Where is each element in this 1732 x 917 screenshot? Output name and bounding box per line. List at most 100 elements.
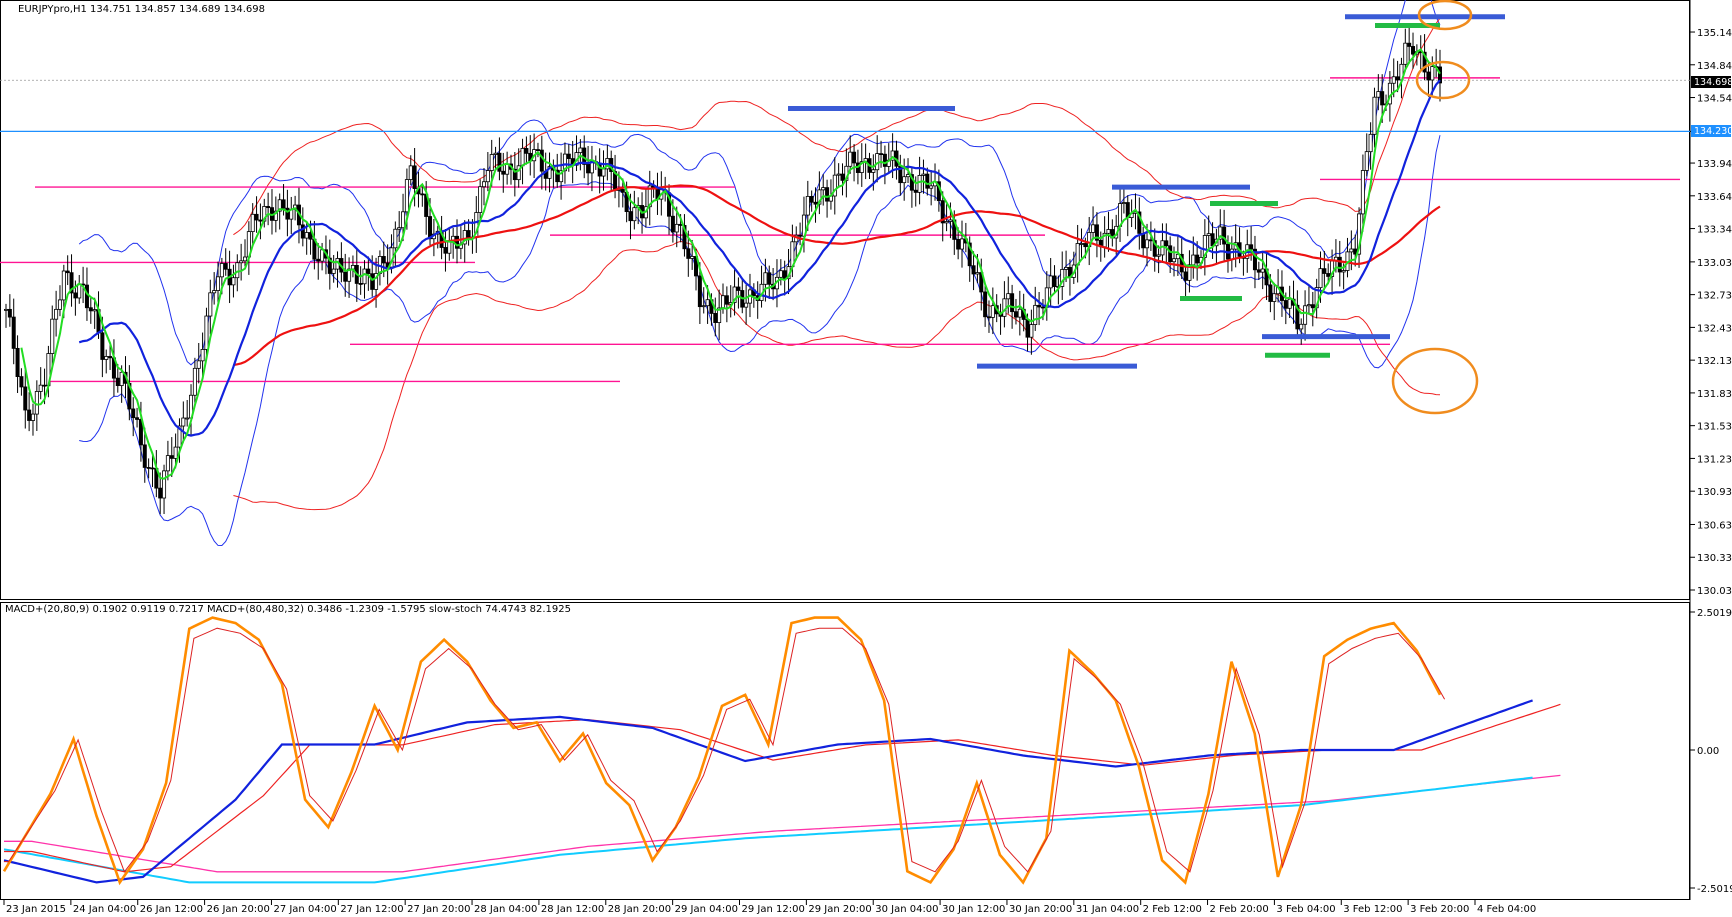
candle-body [697, 275, 702, 308]
price-tick-label: 132.435 [1697, 323, 1732, 334]
price-panel-header: EURJPYpro,H1 134.751 134.857 134.689 134… [18, 4, 265, 15]
candle-body [84, 284, 89, 309]
candle-body [1360, 170, 1365, 215]
candle-body [836, 173, 841, 176]
price-axis: 135.140 134.840 134.540 134.230 133.940 133.6… [1690, 28, 1732, 597]
candle-body [4, 308, 9, 311]
candle-body [73, 292, 78, 299]
candle-body [1183, 271, 1188, 281]
candle-body [219, 263, 224, 278]
candle-body [412, 165, 417, 189]
candle-body [925, 173, 930, 189]
candle-body [216, 276, 221, 291]
candle-body [1152, 240, 1157, 257]
candle-body [562, 153, 567, 172]
macd-slow-line [3, 776, 1533, 884]
candle-body [277, 199, 282, 212]
candle-body [1403, 42, 1408, 65]
candle-body [1310, 304, 1315, 309]
candle-body [1295, 304, 1300, 330]
candle-body [1391, 76, 1396, 84]
candle-body [1260, 268, 1265, 273]
candle-body [736, 286, 741, 291]
time-tick-label: 26 Jan 20:00 [207, 904, 270, 915]
candle-body [1299, 323, 1304, 330]
candle-body [169, 455, 174, 459]
candle-body [138, 419, 143, 446]
time-tick-label: 29 Jan 04:00 [675, 904, 738, 915]
candle-body [30, 413, 35, 421]
candle-body [983, 291, 988, 318]
hline-price-tag: 134.230 [1694, 126, 1732, 137]
candle-body [1438, 66, 1443, 84]
candle-body [539, 149, 544, 172]
price-panel-frame [0, 0, 1690, 600]
candle-body [273, 210, 278, 221]
candle-body [1430, 66, 1435, 81]
candle-body [366, 268, 371, 275]
candle-body [1249, 244, 1254, 250]
candle-body [1422, 51, 1427, 73]
candle-body [208, 292, 213, 317]
time-tick-label: 30 Jan 20:00 [1009, 904, 1072, 915]
candle-body [902, 176, 907, 184]
candle-body [108, 356, 113, 359]
time-tick-label: 2 Feb 12:00 [1143, 904, 1202, 915]
candle-body [859, 161, 864, 173]
candle-body [1195, 254, 1200, 264]
candle-body [162, 470, 167, 499]
candle-body [732, 286, 737, 303]
candle-body [940, 200, 945, 224]
candle-body [798, 234, 803, 237]
candle-body [316, 258, 321, 262]
candle-body [1060, 269, 1065, 287]
ma-slow-line [233, 184, 1441, 367]
candle-body [61, 270, 66, 301]
candle-body [358, 283, 363, 285]
candle-body [852, 151, 857, 164]
indicator-tick-label: 0.00 [1697, 746, 1719, 757]
candle-body [1206, 233, 1211, 236]
candle-body [1017, 308, 1022, 318]
candle-body [767, 272, 772, 285]
candle-body [1164, 240, 1169, 247]
candle-body [809, 196, 814, 203]
candle-body [404, 179, 409, 213]
candle-body [1148, 239, 1153, 242]
candle-body [231, 277, 236, 286]
candle-body [1326, 273, 1331, 277]
candle-body [239, 260, 244, 264]
candle-body [782, 270, 787, 280]
candle-body [300, 224, 305, 239]
candle-body [956, 239, 961, 250]
candle-body [586, 164, 591, 174]
candle-body [547, 166, 552, 179]
time-tick-label: 29 Jan 20:00 [808, 904, 871, 915]
candle-body [813, 201, 818, 205]
ma-mid-line [78, 79, 1441, 437]
candle-body [1040, 306, 1045, 309]
price-tick-label: 133.640 [1697, 192, 1732, 203]
hline-price-tag-bg [1691, 125, 1731, 137]
candle-body [254, 213, 259, 221]
candle-body [57, 299, 62, 310]
candle-body [674, 223, 679, 233]
candle-body [1006, 293, 1011, 300]
candle-body [744, 302, 749, 308]
price-tick-label: 131.535 [1697, 422, 1732, 433]
candle-body [632, 207, 637, 222]
candle-body [281, 199, 286, 209]
candle-body [948, 219, 953, 222]
price-tick-label: 130.030 [1697, 586, 1732, 597]
candle-body [408, 165, 413, 180]
candle-body [266, 206, 271, 209]
time-tick-label: 23 Jan 2015 [6, 904, 66, 915]
candle-body [42, 384, 47, 387]
time-tick-label: 24 Jan 04:00 [73, 904, 136, 915]
candle-body [1372, 96, 1377, 135]
macd-fast-line [3, 699, 1533, 884]
price-tick-label: 133.340 [1697, 225, 1732, 236]
candle-body [165, 455, 170, 472]
time-tick-label: 31 Jan 04:00 [1076, 904, 1139, 915]
candle-body [929, 185, 934, 189]
